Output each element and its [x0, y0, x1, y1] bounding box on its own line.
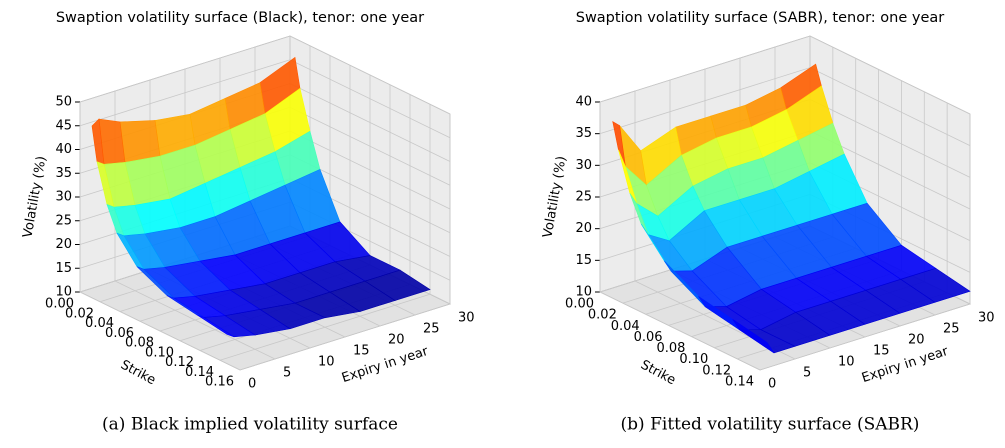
y-tick-label: 15 [873, 344, 890, 359]
surface-patch [732, 319, 775, 354]
z-tick-label: 30 [575, 158, 592, 173]
x-tick-label: 0.10 [145, 345, 174, 360]
z-tick-label: 20 [575, 221, 592, 236]
y-tick-label: 10 [318, 355, 335, 370]
y-tick-label: 25 [943, 322, 960, 337]
z-tick-label: 25 [55, 213, 72, 228]
caption: (b) Fitted volatility surface (SABR) [621, 415, 920, 435]
z-axis-label: Volatility (%) [540, 155, 569, 239]
y-tick-label: 0 [768, 377, 776, 392]
x-tick-label: 0.02 [588, 308, 617, 323]
x-tick-label: 0.12 [165, 355, 194, 370]
z-tick-label: 25 [575, 190, 592, 205]
z-tick-label: 40 [575, 95, 592, 110]
x-tick-label: 0.00 [565, 297, 594, 312]
z-tick-label: 45 [55, 118, 72, 133]
chart: Swaption volatility surface (SABR), teno… [540, 10, 994, 435]
z-tick-label: 30 [55, 190, 72, 205]
y-tick-label: 20 [388, 333, 405, 348]
z-tick-label: 50 [55, 95, 72, 110]
x-tick-label: 0.08 [125, 336, 154, 351]
y-tick-label: 15 [353, 344, 370, 359]
x-tick-label: 0.04 [85, 316, 114, 331]
z-tick-label: 20 [55, 237, 72, 252]
z-tick-label: 35 [575, 126, 592, 141]
z-tick-label: 15 [55, 261, 72, 276]
x-tick-label: 0.14 [185, 365, 214, 380]
x-axis-label: Strike [118, 358, 158, 389]
z-tick-label: 15 [575, 253, 592, 268]
y-tick-label: 0 [248, 377, 256, 392]
x-tick-label: 0.02 [65, 306, 94, 321]
grid-line [599, 102, 761, 371]
y-tick-label: 30 [978, 311, 995, 326]
surface-patch [119, 120, 161, 163]
x-tick-label: 0.00 [45, 297, 74, 312]
grid-line [79, 102, 241, 371]
surface-patch [196, 314, 235, 338]
x-tick-label: 0.06 [634, 330, 663, 345]
z-tick-label: 35 [55, 166, 72, 181]
x-axis-label: Strike [638, 358, 678, 389]
chart-title: Swaption volatility surface (Black), ten… [56, 10, 424, 26]
y-tick-label: 25 [423, 322, 440, 337]
y-tick-label: 5 [803, 366, 811, 381]
x-tick-label: 0.06 [105, 326, 134, 341]
x-tick-label: 0.10 [679, 352, 708, 367]
y-tick-label: 10 [838, 355, 855, 370]
caption: (a) Black implied volatility surface [102, 415, 398, 435]
chart-title: Swaption volatility surface (SABR), teno… [576, 10, 945, 26]
z-tick-label: 10 [575, 285, 592, 300]
x-tick-label: 0.04 [611, 319, 640, 334]
x-tick-label: 0.16 [205, 375, 234, 390]
z-tick-label: 10 [55, 285, 72, 300]
x-tick-label: 0.14 [725, 375, 754, 390]
y-tick-label: 30 [458, 311, 475, 326]
x-tick-label: 0.08 [656, 341, 685, 356]
z-tick-label: 40 [55, 142, 72, 157]
y-tick-label: 5 [283, 366, 291, 381]
y-tick-label: 20 [908, 333, 925, 348]
chart: Swaption volatility surface (Black), ten… [20, 10, 474, 435]
z-axis-label: Volatility (%) [20, 155, 49, 239]
x-tick-label: 0.12 [702, 363, 731, 378]
